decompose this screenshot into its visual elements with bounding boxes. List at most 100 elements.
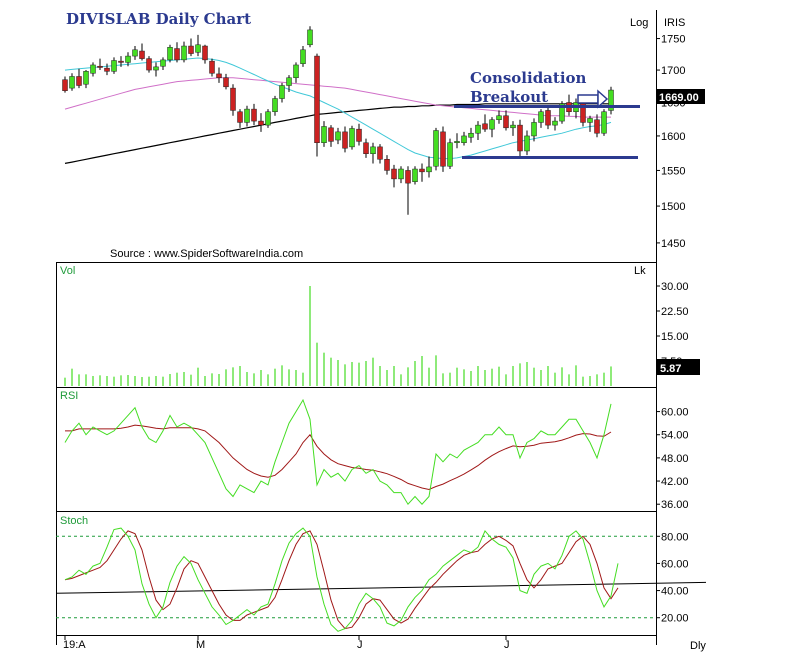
volume-bars (64, 286, 612, 386)
consolidation-zone: Consolidation Breakout (454, 69, 640, 159)
candle-body (97, 65, 103, 68)
rsi-lines (64, 398, 612, 506)
candle-body (545, 110, 551, 126)
candle-body (104, 67, 110, 72)
stoch-k-line (64, 527, 619, 632)
volume-tick-label: 30.00 (661, 281, 689, 293)
period-label: Dly (690, 640, 706, 652)
candle-body (314, 55, 320, 143)
candle-body (552, 120, 558, 126)
candle-body (202, 45, 208, 61)
x-tick-label: J (504, 639, 510, 651)
candle-body (195, 44, 201, 53)
x-axis: 19:A M J J (63, 635, 510, 651)
price-axis: 1750170016501600155015001450 (656, 34, 685, 250)
candle-body (496, 115, 502, 121)
x-tick-label: 19:A (63, 639, 86, 651)
candle-body (461, 135, 467, 143)
candle-body (349, 128, 355, 148)
candle-body (377, 146, 383, 160)
volume-tick-label: 22.50 (661, 306, 689, 318)
log-scale-label: Log (630, 17, 648, 29)
candle-body (300, 49, 306, 64)
candle-body (440, 131, 446, 167)
volume-value-box: 5.87 (657, 359, 700, 375)
candle-body (132, 49, 138, 57)
candle-body (412, 168, 418, 182)
candle-body (83, 71, 89, 85)
candle-body (272, 98, 278, 113)
source-label: Source : www.SpiderSoftwareIndia.com (110, 248, 303, 260)
sma200-line (64, 103, 611, 164)
stoch-tick-label: 40.00 (661, 586, 689, 598)
candle-body (538, 111, 544, 123)
candle-body (559, 103, 565, 122)
panel-frames (56, 10, 657, 645)
volume-tick-label: 15.00 (661, 331, 689, 343)
candle-body (587, 118, 593, 123)
price-tick-label: 1600 (661, 131, 685, 143)
rsi-panel-label: RSI (60, 390, 78, 402)
candle-body (244, 108, 250, 123)
price-tick-label: 1550 (661, 165, 685, 177)
candle-body (153, 66, 159, 71)
iris-label: IRIS (664, 17, 685, 29)
candle-body (237, 111, 243, 123)
candle-body (265, 111, 271, 126)
candle-body (251, 108, 257, 122)
candle-body (293, 64, 299, 79)
x-tick-label: J (357, 639, 363, 651)
candle-body (517, 124, 523, 152)
rsi-tick-label: 36.00 (661, 499, 689, 511)
rsi-axis: 60.00 54.00 48.00 42.00 36.00 (656, 407, 689, 511)
candle-body (531, 122, 537, 137)
candle-body (76, 76, 82, 86)
candle-body (209, 60, 215, 74)
candle-body (356, 128, 362, 142)
candle-body (370, 146, 376, 154)
candle-body (69, 76, 75, 89)
candle-body (447, 142, 453, 167)
candle-body (384, 159, 390, 171)
rsi-signal-line (65, 424, 612, 491)
candle-body (258, 120, 264, 126)
candle-body (118, 60, 124, 63)
sma50-line (64, 77, 611, 118)
candle-body (503, 115, 509, 129)
candle-body (608, 89, 614, 111)
stoch-panel-label: Stoch (60, 515, 88, 527)
stoch-trend-line (55, 581, 707, 594)
stoch-tick-label: 20.00 (661, 613, 689, 625)
candle-body (181, 45, 187, 61)
candle-body (111, 60, 117, 72)
candle-body (482, 123, 488, 130)
candle-body (426, 166, 432, 173)
candle-body (328, 127, 334, 142)
chart-title: DIVISLAB Daily Chart (66, 10, 251, 28)
volume-unit-label: Lk (634, 265, 646, 277)
candle-body (489, 119, 495, 130)
candle-body (216, 73, 222, 79)
candle-body (363, 142, 369, 154)
candle-body (601, 111, 607, 134)
price-tick-label: 1450 (661, 238, 685, 250)
candle-body (510, 124, 516, 129)
volume-value-label: 5.87 (660, 363, 681, 375)
candle-body (230, 87, 236, 111)
candle-body (307, 29, 313, 46)
candle-body (475, 124, 481, 134)
candle-body (433, 130, 439, 167)
stoch-tick-label: 80.00 (661, 531, 689, 543)
candle-body (454, 141, 460, 143)
stoch-tick-label: 60.00 (661, 558, 689, 570)
price-tick-label: 1500 (661, 201, 685, 213)
stoch-axis: 80.00 60.00 40.00 20.00 (656, 531, 689, 625)
candle-body (279, 85, 285, 99)
candle-body (321, 126, 327, 143)
candle-body (419, 168, 425, 173)
candle-body (391, 168, 397, 180)
candle-body (405, 170, 411, 184)
rsi-tick-label: 60.00 (661, 407, 689, 419)
